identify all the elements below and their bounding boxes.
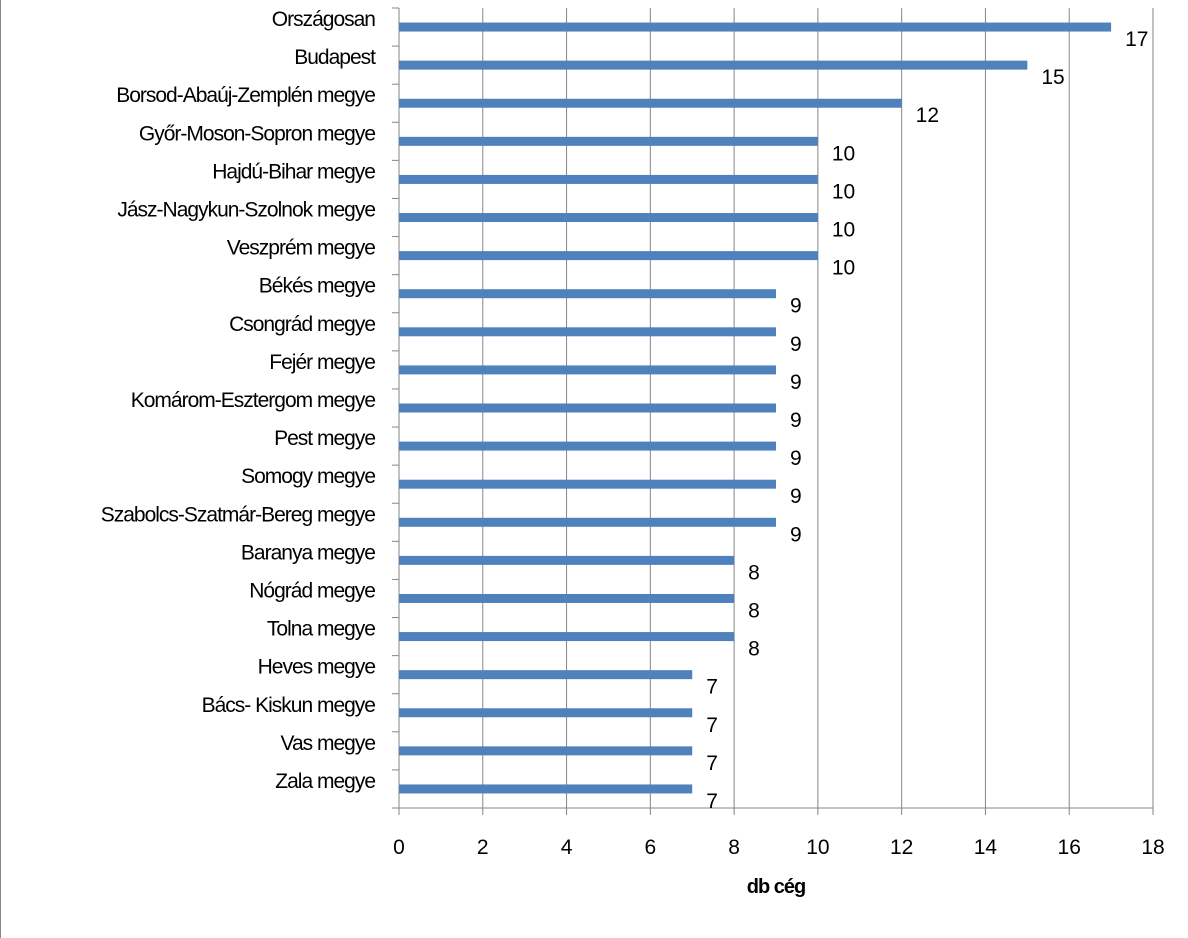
bar bbox=[399, 365, 776, 375]
bar bbox=[399, 213, 818, 223]
x-tick-label: 0 bbox=[393, 836, 405, 859]
data-label: 9 bbox=[790, 295, 802, 318]
x-tick-label: 6 bbox=[644, 836, 656, 859]
bar bbox=[399, 555, 735, 565]
bar bbox=[399, 784, 693, 794]
category-label: Komárom-Esztergom megye bbox=[131, 389, 376, 412]
bar bbox=[399, 174, 818, 184]
category-label: Vas megye bbox=[281, 732, 376, 755]
category-label: Országosan bbox=[272, 8, 376, 31]
category-label: Veszprém megye bbox=[227, 237, 376, 260]
data-label: 10 bbox=[832, 257, 855, 280]
category-label: Szabolcs-Szatmár-Bereg megye bbox=[101, 503, 376, 526]
category-label: Jász-Nagykun-Szolnok megye bbox=[117, 199, 375, 222]
bar bbox=[399, 746, 693, 756]
bar bbox=[399, 22, 1112, 32]
data-label: 15 bbox=[1041, 66, 1064, 89]
bars bbox=[399, 22, 1112, 794]
bar bbox=[399, 479, 776, 489]
data-label: 8 bbox=[748, 599, 760, 622]
category-label: Hajdú-Bihar megye bbox=[212, 160, 375, 183]
x-tick-label: 12 bbox=[890, 836, 913, 859]
bar bbox=[399, 251, 818, 261]
data-label: 7 bbox=[706, 752, 718, 775]
data-label: 7 bbox=[706, 676, 718, 699]
x-tick-label: 14 bbox=[974, 836, 998, 859]
x-tick-label: 16 bbox=[1058, 836, 1081, 859]
bar bbox=[399, 60, 1028, 70]
x-tick-label: 4 bbox=[561, 836, 573, 859]
category-label: Békés megye bbox=[259, 275, 376, 298]
data-label: 9 bbox=[790, 447, 802, 470]
category-label: Győr-Moson-Sopron megye bbox=[139, 122, 375, 145]
data-label: 8 bbox=[748, 561, 760, 584]
bar bbox=[399, 517, 776, 527]
category-label: Bács- Kiskun megye bbox=[202, 694, 376, 717]
bar bbox=[399, 403, 776, 413]
category-label: Budapest bbox=[294, 46, 376, 69]
data-label: 17 bbox=[1125, 28, 1148, 51]
data-label: 10 bbox=[832, 219, 855, 242]
category-label: Tolna megye bbox=[267, 618, 375, 641]
category-label: Baranya megye bbox=[241, 541, 375, 564]
x-axis-title: db cég bbox=[747, 876, 805, 898]
data-label: 7 bbox=[706, 714, 718, 737]
data-label: 7 bbox=[706, 790, 718, 813]
category-label: Fejér megye bbox=[269, 351, 375, 374]
data-label: 8 bbox=[748, 638, 760, 661]
bar bbox=[399, 593, 735, 603]
category-label: Borsod-Abaúj-Zemplén megye bbox=[116, 84, 375, 107]
data-label: 12 bbox=[916, 104, 939, 127]
category-label: Csongrád megye bbox=[229, 313, 375, 336]
data-label: 10 bbox=[832, 142, 855, 165]
labels: 0 2 4 6 8 10 12 14 16 18 Országosan 17 Budapest 15 Bor… bbox=[101, 8, 1165, 859]
x-tick-label: 8 bbox=[728, 836, 740, 859]
data-label: 9 bbox=[790, 409, 802, 432]
bar bbox=[399, 708, 693, 718]
bar bbox=[399, 98, 902, 108]
category-label: Nógrád megye bbox=[249, 579, 375, 602]
bar bbox=[399, 327, 776, 337]
data-label: 9 bbox=[790, 485, 802, 508]
category-label: Pest megye bbox=[274, 427, 375, 450]
bar bbox=[399, 289, 776, 299]
x-tick-label: 10 bbox=[806, 836, 829, 859]
x-tick-label: 2 bbox=[477, 836, 489, 859]
data-label: 10 bbox=[832, 180, 855, 203]
bar bbox=[399, 670, 693, 680]
category-label: Zala megye bbox=[275, 770, 375, 793]
bar bbox=[399, 136, 818, 146]
category-label: Heves megye bbox=[258, 656, 376, 679]
category-label: Somogy megye bbox=[241, 465, 375, 488]
data-label: 9 bbox=[790, 333, 802, 356]
bar bbox=[399, 632, 735, 642]
x-tick-label: 18 bbox=[1141, 836, 1164, 859]
bar bbox=[399, 441, 776, 451]
data-label: 9 bbox=[790, 523, 802, 546]
data-label: 9 bbox=[790, 371, 802, 394]
